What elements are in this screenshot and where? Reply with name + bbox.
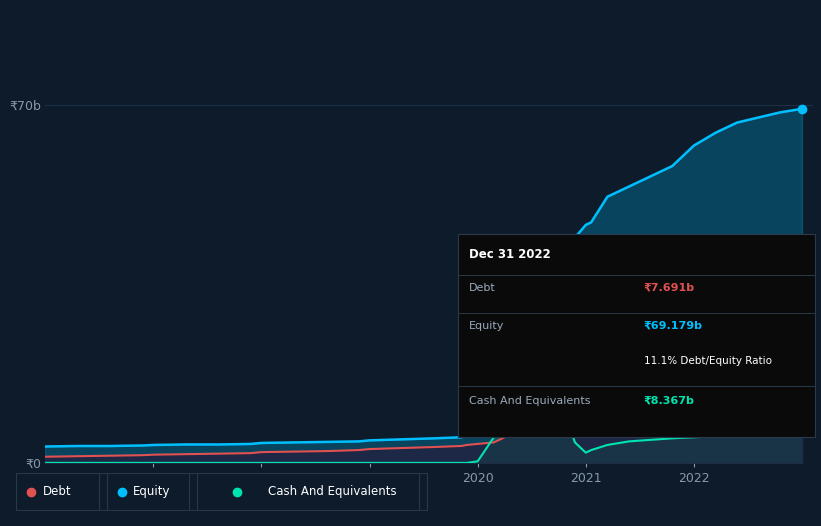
Text: Cash And Equivalents: Cash And Equivalents: [469, 396, 590, 406]
Text: ₹7.691b: ₹7.691b: [644, 282, 695, 292]
Text: Equity: Equity: [133, 485, 171, 498]
Text: ₹69.179b: ₹69.179b: [644, 321, 703, 331]
Text: Debt: Debt: [469, 282, 496, 292]
Text: Dec 31 2022: Dec 31 2022: [469, 248, 551, 261]
Text: ₹8.367b: ₹8.367b: [644, 396, 695, 406]
Text: Cash And Equivalents: Cash And Equivalents: [268, 485, 397, 498]
Text: Equity: Equity: [469, 321, 504, 331]
Text: 11.1% Debt/Equity Ratio: 11.1% Debt/Equity Ratio: [644, 356, 772, 366]
Text: Debt: Debt: [43, 485, 71, 498]
